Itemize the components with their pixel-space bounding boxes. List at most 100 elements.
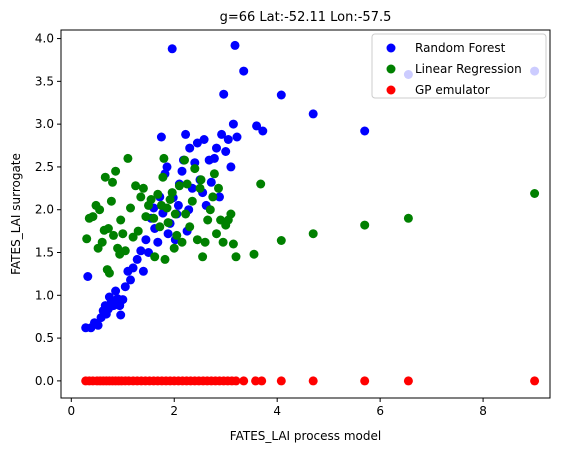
data-point xyxy=(530,189,540,198)
data-point xyxy=(128,263,138,273)
data-point xyxy=(258,126,268,136)
data-point xyxy=(177,166,187,176)
data-point xyxy=(95,205,105,215)
data-point xyxy=(109,230,118,240)
data-point xyxy=(276,90,286,100)
data-point xyxy=(111,286,121,296)
data-point xyxy=(93,320,103,330)
data-point xyxy=(88,212,98,222)
data-point xyxy=(185,143,195,153)
data-point xyxy=(308,376,318,386)
y-tick-label: 2.0 xyxy=(35,203,54,217)
data-point xyxy=(276,376,286,386)
data-point xyxy=(403,376,413,386)
data-point xyxy=(215,192,224,202)
data-point xyxy=(126,275,135,285)
data-point xyxy=(530,376,540,386)
data-point xyxy=(167,44,177,54)
data-point xyxy=(192,138,202,148)
data-point xyxy=(167,188,177,198)
data-point xyxy=(111,166,121,176)
data-point xyxy=(104,268,114,278)
x-tick-label: 0 xyxy=(67,404,75,418)
y-tick-label: 0.0 xyxy=(35,374,54,388)
data-point xyxy=(212,143,221,153)
data-point xyxy=(177,237,187,247)
data-point xyxy=(308,109,318,119)
legend: Random Forest Linear Regression GP emulato… xyxy=(371,33,547,99)
data-point xyxy=(252,121,262,131)
data-point xyxy=(173,200,183,210)
data-point xyxy=(180,155,189,165)
data-point xyxy=(132,254,142,264)
data-point xyxy=(100,172,110,182)
legend-label: Linear Regression xyxy=(415,62,522,76)
data-point xyxy=(149,213,159,223)
x-tick-label: 4 xyxy=(273,404,281,418)
data-point xyxy=(218,237,228,247)
plot-frame xyxy=(60,29,551,399)
x-tick-label: 6 xyxy=(376,404,384,418)
data-point xyxy=(141,212,151,222)
data-point xyxy=(256,179,266,189)
data-point xyxy=(118,295,128,305)
data-point xyxy=(212,229,221,239)
y-tick-label: 0.5 xyxy=(35,331,54,345)
y-tick-label: 1.5 xyxy=(35,246,54,260)
data-point xyxy=(308,229,318,239)
data-point xyxy=(205,205,215,215)
data-point xyxy=(214,183,223,193)
y-tick-label: 4.0 xyxy=(35,32,54,46)
data-point xyxy=(156,132,166,142)
data-point xyxy=(181,209,191,219)
data-point xyxy=(97,237,107,247)
series-random-forest xyxy=(81,40,540,333)
data-point xyxy=(360,220,370,230)
data-point xyxy=(226,162,236,172)
legend-marker xyxy=(386,85,396,95)
data-point xyxy=(223,135,233,144)
data-point xyxy=(198,252,208,262)
legend-label: Random Forest xyxy=(415,41,506,55)
y-tick-label: 3.5 xyxy=(35,74,54,88)
data-point xyxy=(239,376,249,386)
legend-label: GP emulator xyxy=(415,83,490,97)
data-point xyxy=(174,181,184,191)
data-point xyxy=(231,252,241,262)
data-point xyxy=(228,239,238,249)
data-point xyxy=(187,196,197,206)
data-point xyxy=(155,222,165,232)
y-tick-label: 2.5 xyxy=(35,160,54,174)
x-tick-label: 2 xyxy=(170,404,178,418)
series-gp-emulator xyxy=(81,376,540,386)
data-point xyxy=(200,237,210,247)
data-point xyxy=(276,236,286,245)
series-linear-regression xyxy=(82,153,540,278)
x-axis-label: FATES_LAI process model xyxy=(230,429,381,443)
x-axis: 0 2 4 6 8 xyxy=(67,398,487,418)
data-point xyxy=(138,183,148,193)
data-point xyxy=(158,172,168,182)
data-point xyxy=(82,234,92,244)
data-point xyxy=(230,40,240,50)
data-point xyxy=(136,192,146,202)
data-point xyxy=(231,376,241,386)
data-point xyxy=(109,301,118,311)
data-point xyxy=(208,192,218,202)
chart-title: g=66 Lat:-52.11 Lon:-57.5 xyxy=(220,10,392,25)
x-tick-label: 8 xyxy=(479,404,487,418)
legend-marker xyxy=(386,64,396,74)
data-point xyxy=(120,282,130,292)
data-point xyxy=(116,215,126,225)
data-point xyxy=(219,89,229,99)
data-point xyxy=(182,179,192,189)
data-point xyxy=(232,132,242,142)
data-point xyxy=(159,153,169,163)
data-point xyxy=(360,376,370,386)
data-point xyxy=(190,164,200,174)
data-point xyxy=(120,246,130,256)
data-point xyxy=(138,266,148,276)
data-point xyxy=(126,203,135,213)
data-point xyxy=(103,224,113,233)
